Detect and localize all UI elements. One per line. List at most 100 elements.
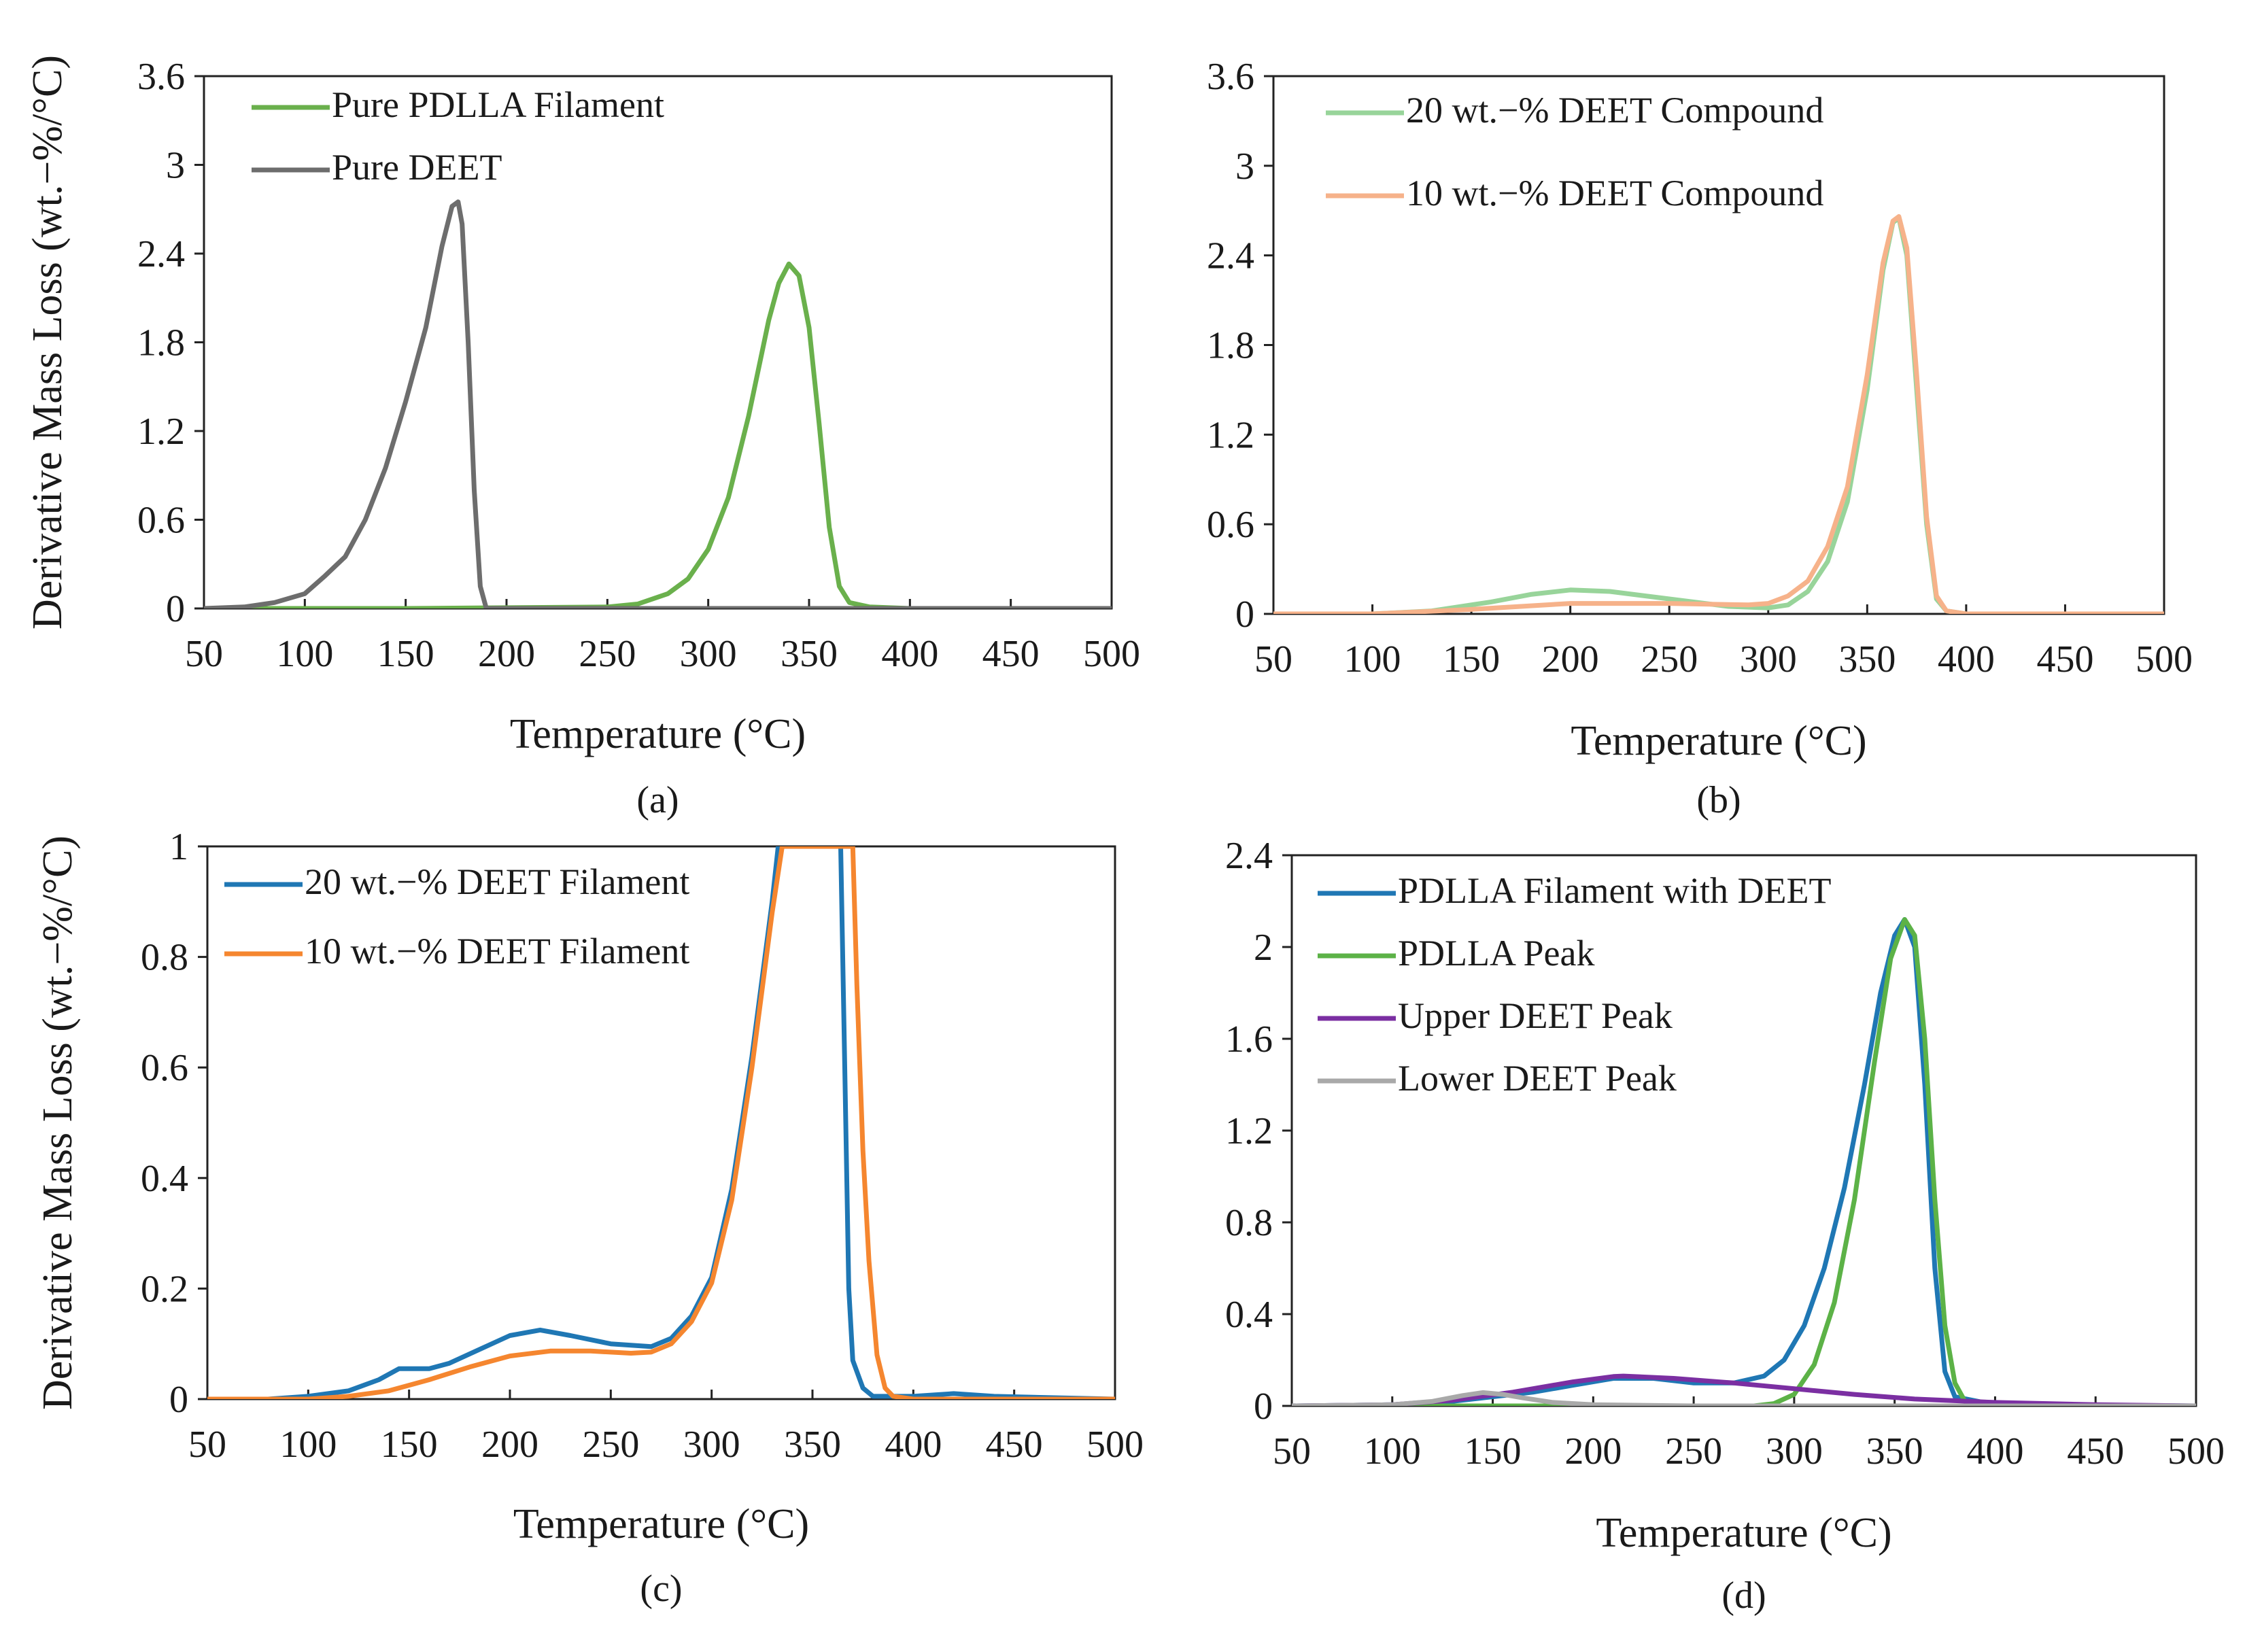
x-tick-label: 500 (1086, 1424, 1144, 1466)
legend-label: Upper DEET Peak (1398, 995, 1673, 1036)
x-tick-label: 100 (1364, 1430, 1421, 1473)
series-line-d-upper (1292, 1373, 2196, 1406)
x-tick-label: 450 (982, 633, 1040, 675)
y-tick-label: 0 (1254, 1386, 1273, 1428)
y-tick-label: 3.6 (137, 56, 185, 98)
y-tick-label: 2 (1254, 927, 1273, 969)
y-tick-label: 1.8 (1207, 325, 1254, 367)
x-tick-label: 450 (986, 1424, 1043, 1466)
y-tick-label: 0.4 (141, 1158, 188, 1200)
x-tick-label: 350 (784, 1424, 841, 1466)
x-tick-label: 150 (377, 633, 434, 675)
series-group (207, 846, 1115, 1399)
y-axis-label: Derivative Mass Loss (wt.−%/°C) (24, 55, 71, 630)
y-tick-label: 1.6 (1225, 1018, 1273, 1061)
x-tick-label: 100 (279, 1424, 337, 1466)
y-tick-label: 0.8 (1225, 1202, 1273, 1244)
x-tick-label: 450 (2036, 638, 2093, 681)
x-tick-label: 250 (582, 1424, 639, 1466)
legend-label: 10 wt.−% DEET Compound (1406, 173, 1823, 213)
x-tick-label: 50 (185, 633, 223, 675)
legend-label: 20 wt.−% DEET Filament (305, 861, 689, 902)
x-tick-label: 50 (188, 1424, 226, 1466)
series-line-pure-pdlla (204, 261, 1112, 608)
x-tick-label: 350 (1838, 638, 1896, 681)
x-tick-label: 300 (683, 1424, 740, 1466)
series-line-compound-10 (1273, 214, 2164, 614)
x-tick-label: 250 (1641, 638, 1698, 681)
x-tick-label: 200 (478, 633, 535, 675)
legend-label: PDLLA Peak (1398, 933, 1595, 974)
y-tick-label: 3 (166, 145, 185, 187)
x-tick-label: 150 (381, 1424, 438, 1466)
y-tick-label: 2.4 (1207, 235, 1254, 277)
chart-panel-a: 0 0.6 1.2 1.8 2.4 3 3.6 50 100 150 200 250 300 350 400… (24, 55, 1140, 821)
chart-panel-b: 0 0.6 1.2 1.8 2.4 3 3.6 50 100 150 200 250 300 350 400… (1207, 56, 2193, 821)
x-tick-label: 350 (781, 633, 838, 675)
series-group (204, 199, 1112, 608)
x-tick-label: 400 (1938, 638, 1995, 681)
y-tick-label: 3 (1235, 145, 1254, 188)
chart-panel-d: 0 0.4 0.8 1.2 1.6 2 2.4 50 100 150 200 250 300 350 400… (1225, 835, 2225, 1617)
y-tick-label: 0.4 (1225, 1294, 1273, 1336)
x-tick-label: 500 (1083, 633, 1140, 675)
y-tick-label: 0 (1235, 593, 1254, 636)
y-tick-label: 1.2 (1207, 414, 1254, 456)
panel-caption: (b) (1696, 779, 1741, 821)
series-line-d-pdlla (1292, 917, 2196, 1406)
x-axis-label: Temperature (°C) (513, 1501, 809, 1547)
y-tick-label: 1.2 (137, 411, 185, 453)
panel-caption: (c) (640, 1568, 682, 1610)
plot-frame (206, 845, 1116, 1400)
x-tick-label: 150 (1443, 638, 1500, 681)
series-line-filament-10 (207, 846, 1115, 1399)
x-tick-label: 400 (1966, 1430, 2023, 1473)
series-group (1292, 917, 2196, 1406)
y-tick-label: 0.6 (1207, 504, 1254, 546)
y-tick-label: 0 (169, 1379, 188, 1421)
series-line-d-filament (1292, 917, 2196, 1406)
x-tick-label: 50 (1254, 638, 1292, 681)
x-tick-label: 400 (881, 633, 938, 675)
series-line-compound-20 (1273, 216, 2164, 614)
legend-label: Pure PDLLA Filament (332, 84, 664, 125)
panel-caption: (a) (636, 779, 679, 821)
series-line-filament-20 (207, 846, 1115, 1399)
x-tick-label: 100 (276, 633, 333, 675)
y-tick-label: 2.4 (137, 233, 185, 275)
legend-label: PDLLA Filament with DEET (1398, 870, 1831, 911)
series-group (1273, 214, 2164, 614)
x-tick-label: 200 (481, 1424, 538, 1466)
y-tick-label: 0 (166, 588, 185, 630)
y-tick-label: 0.2 (141, 1268, 188, 1310)
x-tick-label: 400 (885, 1424, 942, 1466)
y-tick-label: 0.6 (137, 500, 185, 542)
x-tick-label: 300 (1766, 1430, 1823, 1473)
x-tick-label: 200 (1564, 1430, 1622, 1473)
x-tick-label: 300 (1740, 638, 1797, 681)
legend-label: Lower DEET Peak (1398, 1058, 1677, 1099)
y-tick-label: 3.6 (1207, 56, 1254, 98)
y-tick-label: 0.6 (141, 1047, 188, 1089)
panel-caption: (d) (1721, 1574, 1766, 1617)
y-tick-label: 1 (169, 826, 188, 868)
series-line-pure-deet (204, 199, 1112, 608)
x-tick-label: 450 (2067, 1430, 2124, 1473)
legend-label: Pure DEET (332, 147, 502, 188)
legend-label: 20 wt.−% DEET Compound (1406, 90, 1823, 131)
x-tick-label: 200 (1542, 638, 1599, 681)
y-axis-label: Derivative Mass Loss (wt.−%/°C) (35, 836, 81, 1410)
y-tick-label: 0.8 (141, 937, 188, 979)
x-tick-label: 150 (1464, 1430, 1522, 1473)
x-tick-label: 350 (1866, 1430, 1923, 1473)
legend-label: 10 wt.−% DEET Filament (305, 931, 689, 971)
x-axis-label: Temperature (°C) (1571, 718, 1866, 764)
x-tick-label: 50 (1273, 1430, 1311, 1473)
x-tick-label: 500 (2167, 1430, 2225, 1473)
x-tick-label: 500 (2136, 638, 2193, 681)
y-tick-label: 1.2 (1225, 1110, 1273, 1152)
x-tick-label: 250 (579, 633, 636, 675)
x-tick-label: 300 (680, 633, 737, 675)
